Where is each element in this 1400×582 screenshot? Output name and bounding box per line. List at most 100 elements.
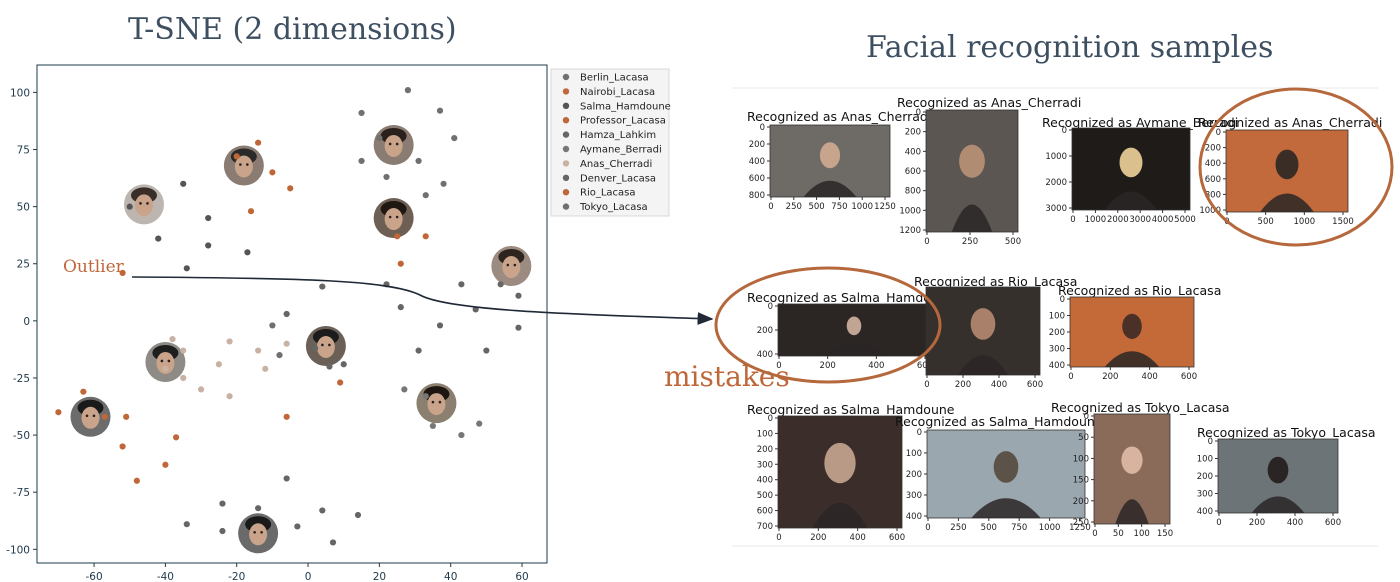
- sample-x-tick-label: 150: [1157, 529, 1173, 539]
- legend-swatch: [562, 102, 570, 109]
- sample-y-tick-label: 500: [757, 491, 773, 501]
- scatter-point: [283, 340, 290, 347]
- photo-face: [819, 142, 841, 169]
- cluster-face-markers: [70, 124, 532, 554]
- scatter-point: [123, 413, 130, 420]
- face-eye: [431, 400, 435, 404]
- photo-body: [812, 502, 868, 528]
- y-tick-label: -25: [13, 373, 30, 385]
- scatter-point: [397, 260, 404, 267]
- scatter-point: [155, 235, 162, 242]
- y-tick-label: 50: [17, 202, 30, 214]
- face-skin: [81, 406, 100, 429]
- sample-y-tick-label: 300: [1049, 345, 1065, 355]
- cluster-face-marker: [416, 383, 457, 424]
- face-eye: [239, 163, 242, 166]
- legend-entry: Professor_Lacasa: [580, 116, 666, 127]
- scatter-point: [269, 169, 276, 176]
- sample-y-tick-label: 1000: [1045, 152, 1067, 162]
- legend-entry: Aymane_Berradi: [580, 145, 662, 156]
- sample-x-tick-label: 3000: [1129, 215, 1151, 225]
- sample-y-tick-label: 1000: [1199, 206, 1221, 216]
- sample-y-tick-label: 400: [757, 476, 773, 486]
- sample-x-tick-label: 400: [850, 533, 866, 543]
- scatter-point: [283, 413, 290, 420]
- sample-x-tick-label: 0: [1070, 215, 1075, 225]
- legend-entry: Denver_Lacasa: [580, 173, 656, 184]
- scatter-point: [440, 180, 447, 187]
- face-eye: [328, 343, 331, 347]
- sample-x-tick-label: 0: [768, 202, 773, 212]
- photo-body: [957, 355, 1009, 375]
- face-skin: [234, 155, 253, 178]
- scatter-point: [80, 388, 87, 395]
- scatter-point: [329, 539, 337, 546]
- scatter-point: [376, 135, 383, 142]
- face-skin: [316, 335, 335, 358]
- sample-y-tick-label: 400: [1049, 361, 1065, 371]
- legend-entry: Salma_Hamdoune: [580, 101, 671, 112]
- legend-entry: Hamza_Lahkim: [580, 130, 656, 141]
- y-tick-label: 75: [17, 145, 30, 157]
- face-eye: [85, 414, 89, 418]
- scatter-point: [247, 208, 255, 215]
- scatter-point: [354, 511, 362, 519]
- scatter-point: [180, 347, 187, 354]
- sample-x-tick-label: 2000: [1107, 215, 1129, 225]
- sample-y-tick-label: 0: [760, 123, 765, 133]
- sample-x-tick-label: 100: [1134, 529, 1150, 539]
- face-skin: [427, 393, 446, 416]
- sample-x-tick-label: 200: [820, 361, 836, 371]
- scatter-point: [287, 185, 294, 192]
- face-eye: [139, 202, 142, 205]
- scatter-point: [197, 386, 205, 393]
- sample-y-tick-label: 100: [1049, 312, 1065, 322]
- sample-x-tick-label: 1000: [1085, 215, 1107, 225]
- sample-y-tick-label: 0: [916, 108, 921, 118]
- scatter-point: [233, 153, 240, 160]
- scatter-point: [119, 443, 126, 450]
- scatter-point: [162, 461, 169, 468]
- sample-y-tick-label: 250: [1073, 518, 1089, 528]
- photo-body: [1251, 496, 1305, 513]
- sample-x-tick-label: 50: [1113, 529, 1124, 539]
- sample-y-tick-label: 150: [1073, 476, 1089, 486]
- sample-y-tick-label: 800: [905, 187, 921, 197]
- sample-y-tick-label: 200: [749, 140, 765, 150]
- legend-swatch: [562, 131, 570, 138]
- sample-y-tick-label: 400: [905, 147, 921, 157]
- face-eye: [395, 142, 399, 146]
- sample-y-tick-label: 600: [749, 174, 765, 184]
- sample-x-tick-label: 0: [924, 237, 929, 247]
- scatter-point: [358, 157, 365, 165]
- sample-x-tick-label: 1000: [851, 202, 873, 212]
- data-points: [55, 87, 522, 546]
- sample-y-tick-label: 0: [768, 414, 773, 424]
- sample-y-tick-label: 700: [757, 522, 773, 532]
- outlier-label: Outlier: [63, 257, 124, 277]
- x-tick-label: -40: [157, 571, 174, 582]
- y-axis: 100 75 50 25 0 -25 -50 -75 -100: [6, 87, 37, 556]
- sample-title: Recognized as Salma_Hamdoune: [895, 414, 1103, 429]
- cluster-face-marker: [70, 396, 111, 437]
- legend-swatch: [562, 203, 570, 210]
- sample-x-tick-label: 0: [1092, 529, 1097, 539]
- scatter-point: [255, 505, 262, 512]
- y-tick-label: 100: [10, 87, 30, 99]
- scatter-point: [436, 107, 444, 114]
- scatter-point: [133, 477, 140, 484]
- scatter-point: [119, 269, 126, 276]
- scatter-point: [429, 422, 436, 430]
- sample-y-tick-label: 0: [768, 302, 773, 312]
- sample-x-tick-label: 5000: [1174, 215, 1196, 225]
- face-skin: [384, 208, 403, 231]
- sample-y-tick-label: 0: [1208, 437, 1213, 447]
- scatter-point: [126, 203, 133, 210]
- sample-x-tick-label: 4000: [1152, 215, 1174, 225]
- sample-title: Recognized as Tokyo_Lacasa: [1197, 425, 1376, 440]
- scatter-point: [219, 527, 226, 535]
